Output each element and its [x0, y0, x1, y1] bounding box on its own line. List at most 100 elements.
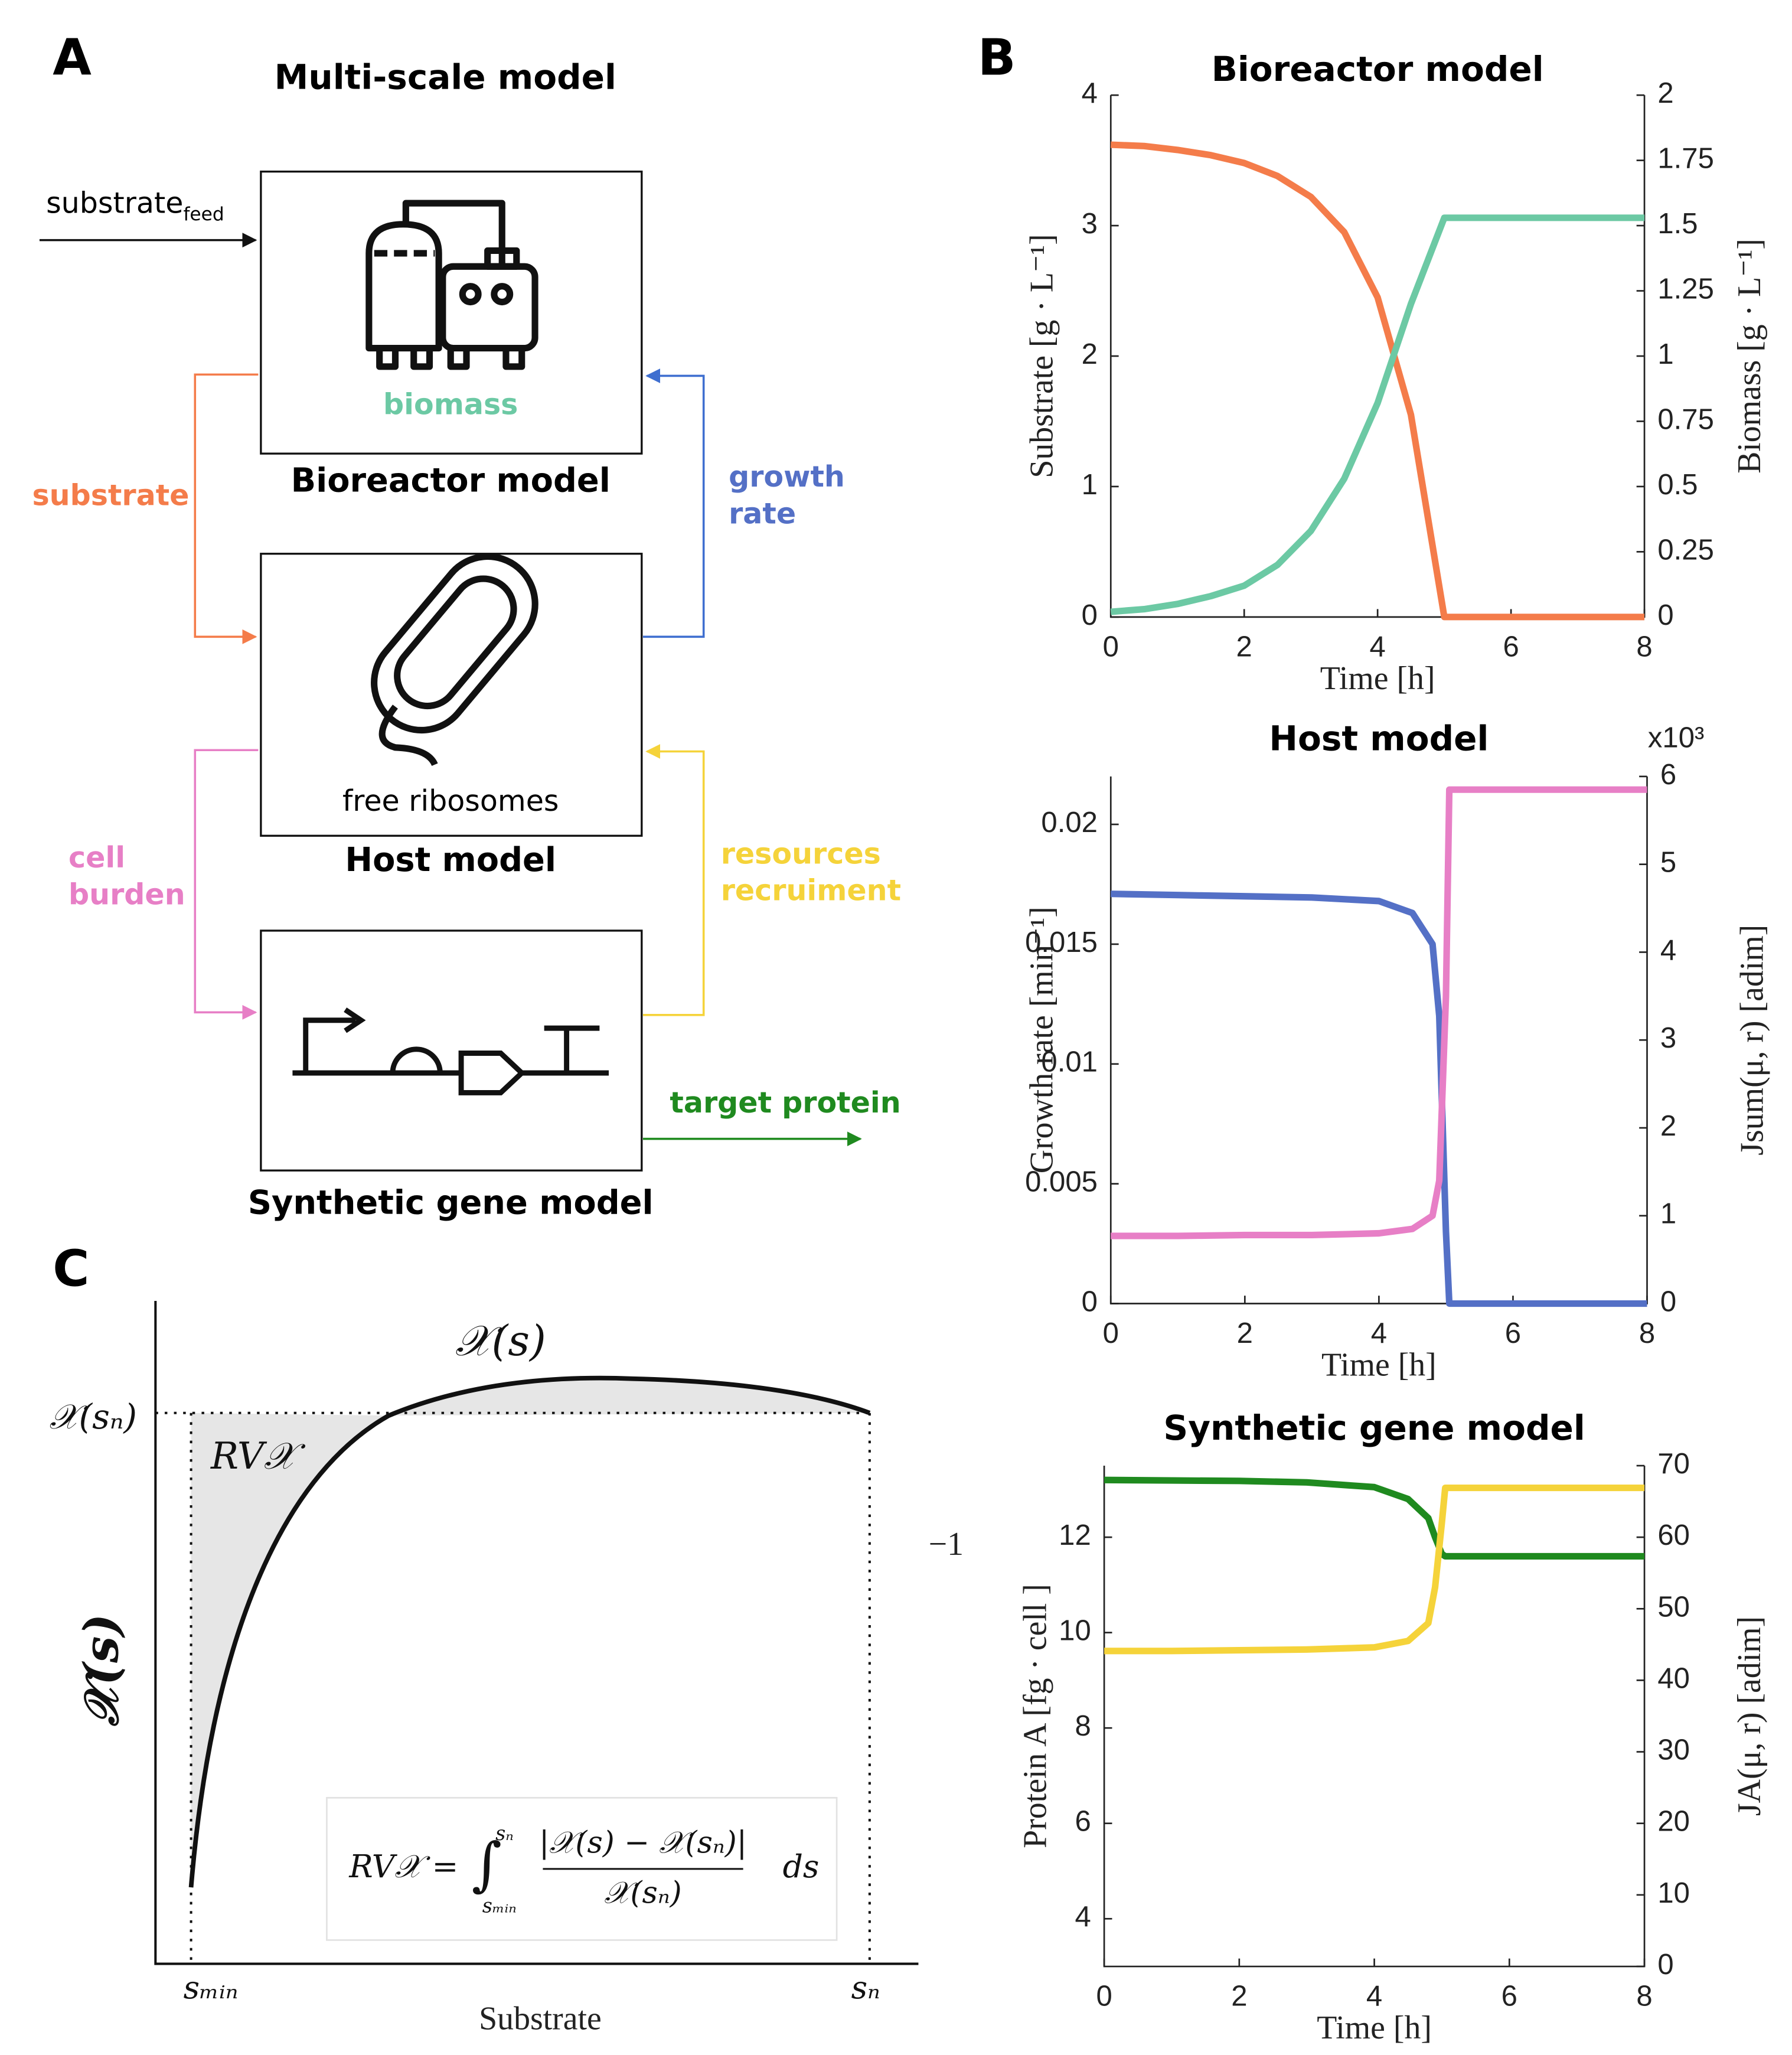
formula-part: |𝒳(s) − 𝒳(sₙ)|: [539, 1825, 747, 1861]
y2-tick-label: 30: [1657, 1734, 1690, 1766]
y2-tick-label: 40: [1657, 1662, 1690, 1694]
x-tick-label: 6: [1503, 631, 1519, 663]
y2-label: Jsum(μ, r) [adim]: [1734, 925, 1770, 1156]
y2-tick-label: 3: [1660, 1022, 1676, 1054]
y2-tick-label: 0: [1657, 599, 1673, 631]
arrow-label: substrate: [46, 185, 183, 220]
chart-title: Host model: [1269, 719, 1489, 759]
shaded-area: [389, 1378, 870, 1416]
box-caption: Host model: [345, 841, 556, 879]
y2-tick-label: 0.25: [1657, 534, 1714, 566]
area-label: RV𝒳: [210, 1434, 306, 1477]
y2-tick-label: 1: [1657, 338, 1673, 370]
y2-tick-label: 50: [1657, 1591, 1690, 1623]
formula-part: 𝒳(sₙ): [604, 1875, 681, 1911]
y-tick-label: 3: [1082, 208, 1098, 240]
x-tick-label: 8: [1636, 631, 1652, 663]
curve-label: 𝒳(s): [455, 1316, 546, 1365]
y-tick-label: 0.01: [1041, 1046, 1098, 1078]
y2-tick-label: 1.75: [1657, 143, 1714, 175]
x-tick-label: 2: [1236, 631, 1252, 663]
x-tick-label: 2: [1237, 1317, 1253, 1349]
arrow-label: growth: [729, 459, 845, 494]
resources-arrow: [643, 743, 705, 1016]
y2-tick-label: 0.75: [1657, 403, 1714, 435]
y2-tick-label: 2: [1657, 77, 1673, 109]
y-tick-label: 0.015: [1025, 927, 1098, 958]
y-tick-label: 10: [1059, 1615, 1091, 1647]
panel-label: A: [53, 28, 92, 87]
bioreactor-box: [260, 170, 643, 455]
arrow-label: resources: [721, 836, 881, 870]
x-tick-label: sₙ: [851, 1969, 880, 2006]
y2-tick-label: 1.5: [1657, 208, 1698, 240]
box-caption: Synthetic gene model: [248, 1183, 654, 1222]
y2-tick-label: 6: [1660, 759, 1676, 791]
y2-tick-label: 70: [1657, 1448, 1690, 1480]
y2-tick-label: 1: [1660, 1198, 1676, 1230]
arrow-label: target protein: [670, 1085, 900, 1120]
series-line: [1111, 786, 1647, 1239]
x-tick-label: 8: [1639, 1317, 1655, 1349]
panel-c: C 𝒳(s) 𝒳(sₙ) RV𝒳 𝒳(s) sₘᵢₙ sₙ Substrate …: [50, 1239, 919, 2037]
panel-label: C: [53, 1239, 89, 1297]
bioreactor-icon: [365, 200, 538, 370]
gene-icon: [292, 1007, 609, 1095]
y-tick-label: 2: [1082, 338, 1098, 370]
axis-multiplier: x10³: [1648, 722, 1704, 754]
axis-frame: [1109, 95, 1646, 618]
y2-tick-label: 0: [1660, 1286, 1676, 1317]
arrow-label: rate: [729, 497, 796, 531]
formula-part: sₙ: [495, 1822, 514, 1845]
x-tick-label: 8: [1636, 1981, 1652, 2012]
y2-label: JA(μ, r) [adim]: [1731, 1616, 1768, 1816]
growth-arrow: [643, 368, 705, 638]
shaded-area: [191, 1413, 389, 1888]
x-tick-label: 2: [1231, 1981, 1247, 2012]
box-inner-label: biomass: [383, 387, 518, 421]
y-tick-label: 8: [1075, 1710, 1091, 1742]
y-tick-label: 4: [1082, 77, 1098, 109]
box-inner-label: free ribosomes: [342, 784, 559, 818]
y-tick-label: 12: [1059, 1519, 1091, 1551]
substrate-arrow: [194, 373, 259, 644]
y-tick-label: 0.02: [1041, 807, 1098, 839]
bacterium-icon: [371, 553, 538, 766]
axis-frame: [1109, 776, 1648, 1304]
y2-tick-label: 4: [1660, 934, 1676, 966]
x-label: Substrate: [479, 2001, 602, 2037]
x-tick-label: 4: [1366, 1981, 1382, 2012]
chart-title: Bioreactor model: [1212, 49, 1544, 89]
arrow-label: recruiment: [721, 873, 901, 908]
arrow-label: substrate: [32, 478, 189, 512]
x-tick-label: 0: [1096, 1981, 1112, 2012]
y2-tick-label: 2: [1660, 1110, 1676, 1142]
x-tick-label: sₘᵢₙ: [184, 1969, 239, 2006]
gene-box: [260, 929, 643, 1172]
arrow-label: substratefeed: [46, 185, 224, 225]
panel-a: A Multi-scale model biomass Bioreactor m…: [32, 28, 901, 1222]
y2-tick-label: 0.5: [1657, 469, 1698, 501]
arrow-label: burden: [68, 877, 185, 911]
formula-part: ds: [783, 1848, 820, 1885]
y-tick-label: 0.005: [1025, 1166, 1098, 1198]
x-tick-label: 4: [1371, 1317, 1387, 1349]
series-line: [1111, 891, 1647, 1307]
x-tick-label: 0: [1103, 631, 1119, 663]
box-caption: Bioreactor model: [291, 461, 611, 500]
y-label: 𝒳(s): [73, 1614, 129, 1727]
series-line: [1104, 1476, 1645, 1560]
curve: [188, 1375, 871, 1888]
y-tick-label: 0: [1082, 599, 1098, 631]
x-tick-label: 6: [1505, 1317, 1521, 1349]
y2-tick-label: 0: [1657, 1949, 1673, 1981]
burden-arrow: [194, 749, 259, 1020]
label-superscript: −1: [929, 1526, 964, 1563]
series-line: [1104, 1484, 1645, 1655]
x-label: Time [h]: [1317, 2010, 1432, 2046]
chart-title: Synthetic gene model: [1163, 1408, 1585, 1448]
series-line: [1111, 141, 1645, 621]
y-label: Growth rate [min⁻¹]: [1023, 906, 1060, 1173]
y2-tick-label: 1.25: [1657, 273, 1714, 305]
